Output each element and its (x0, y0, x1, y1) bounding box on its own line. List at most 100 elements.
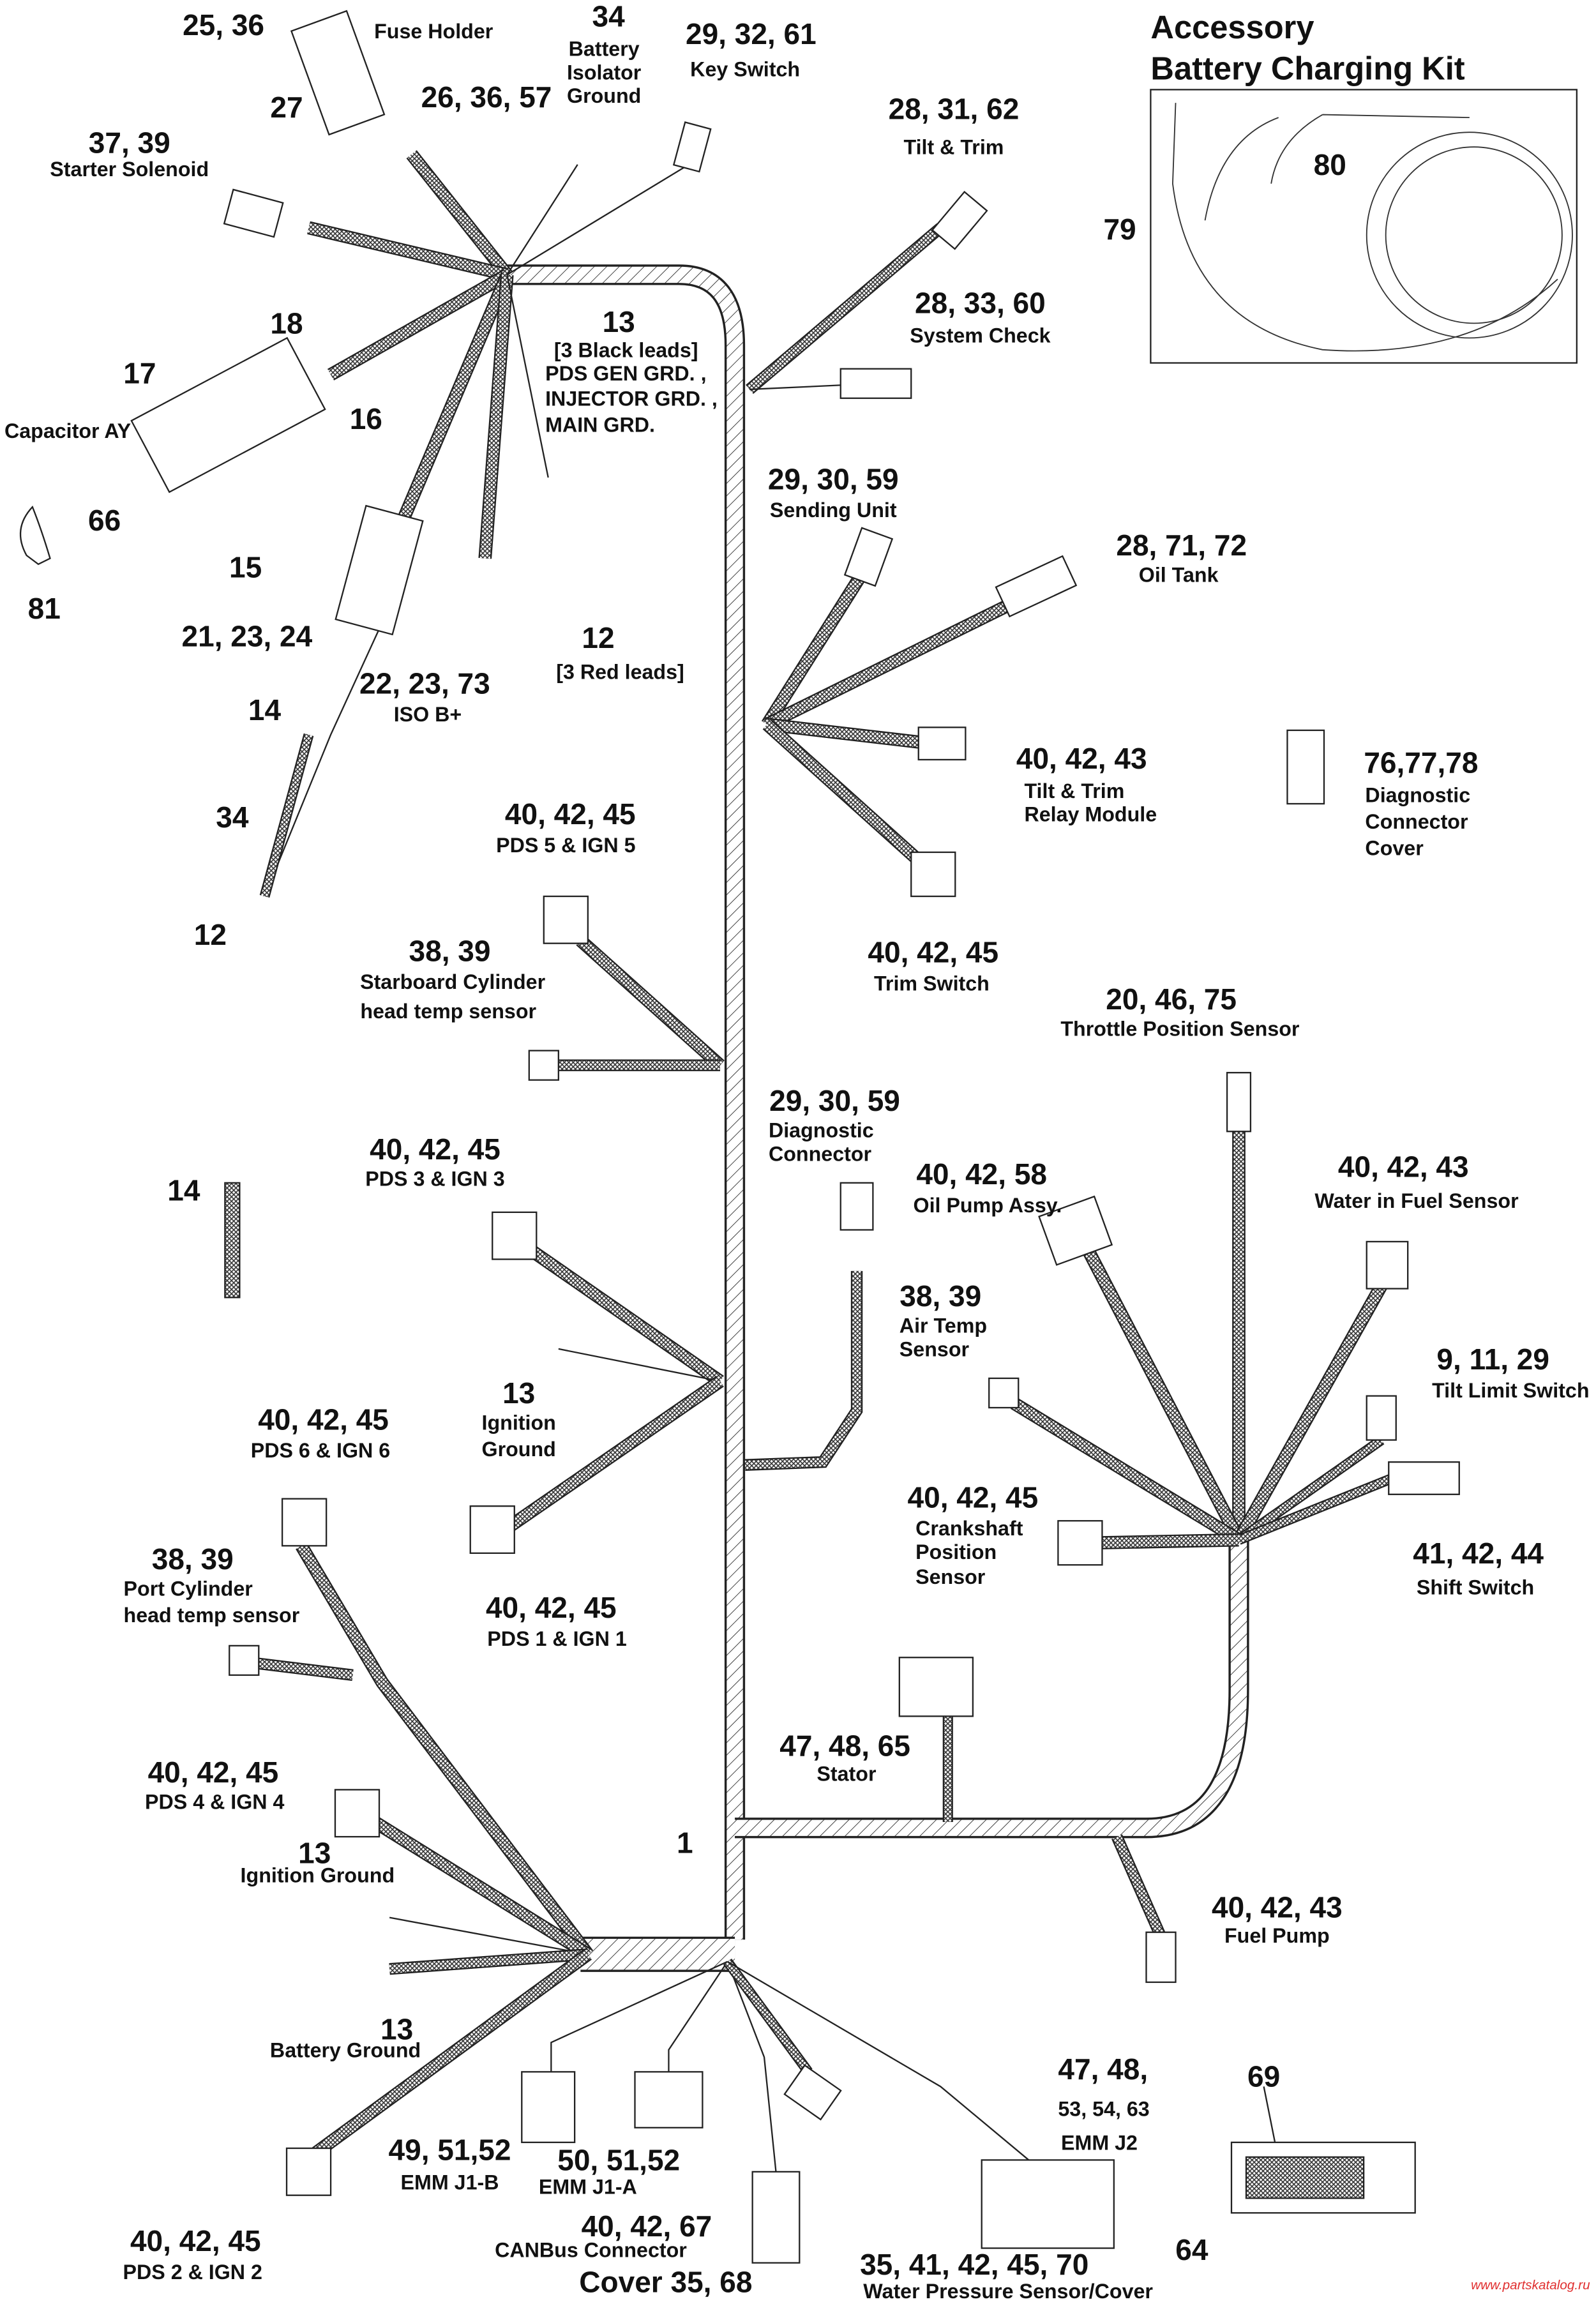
callout-number: 17 (123, 357, 156, 390)
pds4-connector (334, 1789, 380, 1838)
capacitor (130, 336, 326, 493)
callout-number: 66 (88, 504, 121, 537)
kit-cable (1172, 103, 1558, 352)
callout-description: Water Pressure Sensor/Cover (863, 2280, 1153, 2303)
wire-lead (749, 384, 845, 391)
harness-branch (724, 1959, 811, 2074)
harness-branch (744, 1270, 861, 1470)
callout-number: 15 (229, 551, 262, 584)
emm-j1b-connector (521, 2071, 576, 2143)
harness-branch (746, 224, 944, 393)
callout-description: Crankshaft (915, 1517, 1023, 1540)
callout-description: Battery Ground (270, 2038, 421, 2061)
callout-description: EMM J1-A (539, 2175, 637, 2198)
callout-number: 21, 23, 24 (182, 620, 313, 653)
kit-cable-coil (1366, 132, 1573, 339)
callout-number: 27 (270, 91, 303, 124)
callout-description: Ignition (482, 1412, 556, 1434)
kit-title-line-1: Accessory (1150, 9, 1314, 45)
callout-number: 40, 42, 45 (370, 1133, 501, 1166)
callout-description: Oil Tank (1139, 563, 1219, 586)
harness-branch (1011, 1399, 1242, 1545)
harness-branch (399, 273, 512, 520)
harness-branch (307, 222, 509, 280)
trim-switch-connector (910, 851, 956, 898)
callout-number: 40, 42, 43 (1338, 1150, 1469, 1184)
callout-number: 40, 42, 45 (258, 1403, 389, 1436)
callout-description: MAIN GRD. (545, 414, 655, 437)
callout-description: Sending Unit (770, 499, 897, 522)
callout-number: 13 (603, 305, 635, 338)
callout-description: Oil Pump Assy. (914, 1194, 1062, 1217)
callout-description: PDS 6 & IGN 6 (251, 1439, 390, 1462)
callout-description: Ground (567, 84, 641, 107)
wire-lead (506, 275, 549, 478)
callout-description: ISO B+ (394, 703, 462, 726)
harness-branch (407, 151, 511, 278)
fuel-pump-connector (1145, 1931, 1177, 1984)
callout-description: 53, 54, 63 (1058, 2097, 1149, 2120)
harness-branch (257, 1659, 354, 1680)
kit-frame (1150, 89, 1578, 364)
callout-description: PDS 5 & IGN 5 (496, 834, 636, 857)
components (19, 10, 1460, 2264)
kit-cable-coil-inner (1385, 146, 1563, 324)
callout-description: PDS 2 & IGN 2 (123, 2261, 262, 2284)
water-fuel-connector (1366, 1240, 1409, 1290)
starboard-temp-sensor (528, 1050, 559, 1081)
starter-solenoid-connector (223, 188, 284, 238)
callout-number: 41, 42, 44 (1413, 1537, 1544, 1570)
pds5-connector (543, 895, 589, 944)
main-harness-trunk (507, 264, 1249, 1972)
callout-description: [3 Red leads] (556, 660, 684, 683)
callout-description: Cover (1365, 837, 1424, 860)
callout-number: 38, 39 (900, 1279, 981, 1313)
wire-lead (668, 1961, 728, 2072)
harness-branch (1113, 1835, 1165, 1939)
harness-branch (766, 719, 919, 748)
callout-description: Battery (569, 37, 640, 60)
harness-branch (479, 274, 513, 559)
harness-branch (389, 1950, 589, 1974)
callout-number: 40, 42, 45 (130, 2224, 261, 2257)
callout-number: 38, 39 (152, 1542, 234, 1576)
callout-description: Key Switch (690, 58, 800, 81)
harness-branch (297, 1543, 592, 1958)
harness-branches (256, 150, 1398, 2172)
emm-j1a-connector (634, 2071, 704, 2128)
callout-number: 50, 51,52 (557, 2144, 680, 2177)
callout-description: Water in Fuel Sensor (1314, 1189, 1519, 1212)
callout-description: EMM J1-B (401, 2171, 499, 2194)
port-temp-sensor (229, 1645, 260, 1676)
callout-number: 25, 36 (183, 8, 264, 41)
callout-number: 29, 30, 59 (768, 462, 899, 495)
kit-title-line-2: Battery Charging Kit (1150, 50, 1464, 86)
callout-number: Cover 35, 68 (579, 2266, 752, 2299)
callout-description: Starboard Cylinder (360, 970, 545, 993)
callout-number: 18 (270, 306, 303, 340)
callout-number: 1 (677, 1826, 693, 1859)
callout-description: Ground (482, 1438, 556, 1461)
callout-number: 69 (1247, 2059, 1280, 2093)
callout-number: 16 (350, 402, 382, 435)
wire-lead (726, 1961, 777, 2172)
callout-number: 76,77,78 (1364, 746, 1478, 779)
stator-connector (898, 1657, 974, 1717)
oil-tank-connector (995, 555, 1078, 618)
wire-lead (550, 1961, 728, 2072)
canbus-connector (751, 2171, 801, 2264)
callout-description: Fuse Holder (374, 20, 493, 43)
callout-description: System Check (910, 324, 1050, 347)
harness-branch (762, 562, 871, 728)
callout-description: [3 Black leads] (554, 338, 698, 361)
callout-description: Sensor (900, 1337, 970, 1360)
callout-number: 22, 23, 73 (359, 666, 490, 700)
callout-number: 64 (1175, 2233, 1208, 2266)
callout-description: Tilt & Trim (903, 136, 1004, 159)
callout-description: Isolator (567, 61, 642, 84)
callout-number: 40, 42, 58 (916, 1157, 1047, 1191)
callout-number: 29, 32, 61 (686, 17, 817, 50)
callout-description: Connector (1365, 810, 1468, 833)
callout-description: Sensor (915, 1565, 986, 1588)
